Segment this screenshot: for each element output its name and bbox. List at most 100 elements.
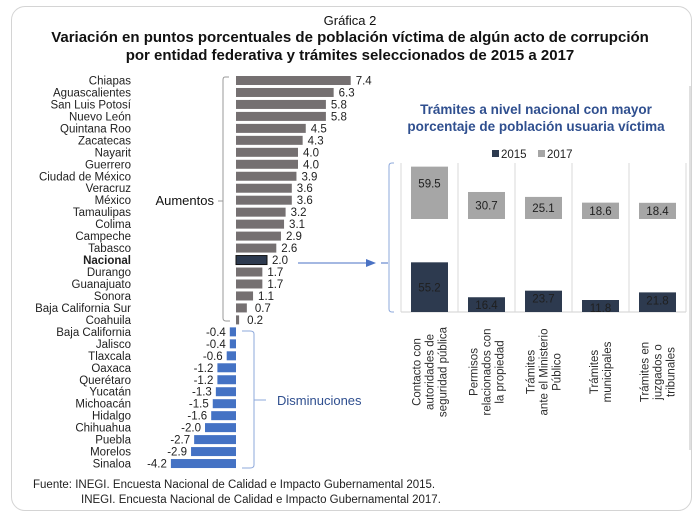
state-bar [236,291,254,301]
right-chart-title-line2: porcentaje de población usuaria víctima [407,119,665,134]
state-bar [236,111,326,121]
increases-label: Aumentos [155,193,214,208]
state-value-label: 3.6 [297,183,313,195]
state-bar [205,423,236,433]
state-bar [236,135,303,145]
nacional-bar [235,255,268,266]
bar-2017-value: 18.4 [646,206,669,218]
state-bar [217,375,236,385]
bar-2015-value: 11.8 [590,303,612,315]
category-label: municipales [602,341,614,402]
legend-swatch-2015 [492,150,499,157]
state-value-label: 1.7 [267,267,283,279]
bar-2015-value: 55.2 [418,282,440,294]
state-bar [236,171,297,181]
category-label: Trámites [526,350,538,395]
source-line-2: INEGI. Encuesta Nacional de Calidad e Im… [81,494,441,506]
category-label: la propiedad [495,340,507,403]
state-bar [236,243,277,253]
state-bar [236,207,286,217]
category-label: autoridades de [425,334,437,410]
category-label: Contacto con [412,338,424,406]
state-value-label: -1.3 [192,387,212,399]
state-label: Puebla [95,435,131,447]
chart-subtitle: Gráfica 2 [323,13,377,28]
state-bar [236,219,285,229]
state-label: Coahuila [86,315,132,327]
state-label: Veracruz [86,183,132,195]
chart-title-line2: por entidad federativa y trámites selecc… [125,47,575,64]
state-value-label: 1.7 [267,279,283,291]
state-bar [236,303,247,313]
category-label: tribunales [666,347,678,397]
state-bars [170,76,351,469]
bar-2015 [411,262,448,312]
bar-2015 [639,292,676,312]
state-bar [217,363,236,373]
state-label: Michoacán [75,399,131,411]
state-label: Nuevo León [69,111,131,123]
state-label: Jalisco [96,339,131,351]
bar-2015 [582,300,619,312]
state-value-label: 4.5 [311,123,327,135]
state-label: Aguascalientes [53,87,131,99]
bar-2017 [639,202,676,219]
bar-2017-value: 59.5 [418,179,440,191]
state-value-label: -0.4 [206,327,226,339]
state-value-label: -2.0 [181,423,201,435]
category-label: ante el Ministerio [539,329,551,416]
state-label: Ciudad de México [39,171,131,183]
state-label: Campeche [75,231,131,243]
nacional-arrow-head [366,259,376,267]
nacional-label: Nacional [83,255,131,267]
state-bar [194,435,236,445]
state-bar [215,387,236,397]
state-bar [226,351,236,361]
bar-2017 [525,196,562,219]
category-label: relacionados con [482,329,494,416]
state-value-label: 3.6 [297,195,313,207]
right-bars: 59.5 55.2 30.7 16.4 25.1 23.7 18.6 11.8 18.4 21.8 [411,166,676,315]
right-chart-title-line1: Trámites a nivel nacional con mayor [420,102,653,117]
state-bar [236,315,240,325]
legend-swatch-2017 [538,150,545,157]
bar-2017 [468,191,505,219]
state-value-label: -2.7 [170,435,190,447]
bar-2015-value: 23.7 [532,294,554,306]
state-bar [236,159,298,169]
state-value-label: 2.9 [286,231,302,243]
state-value-label: 0.2 [247,315,263,327]
state-bar [236,195,292,205]
category-label: Público [552,353,564,391]
state-value-label: 3.9 [301,171,317,183]
bar-2015-value: 21.8 [646,295,668,307]
category-label: Trámites [589,350,601,395]
state-value-label: -1.5 [189,399,209,411]
state-bar [212,399,236,409]
state-label: Colima [95,219,131,231]
state-label: San Luis Potosí [50,99,131,111]
state-bar [236,123,306,133]
bar-2015-value: 16.4 [475,300,498,312]
state-label: Sinaloa [93,459,132,471]
state-label: México [95,195,131,207]
state-label: Baja California Sur [35,303,131,315]
legend-label-2015: 2015 [501,149,527,161]
source-line-1: Fuente: INEGI. Encuesta Nacional de Cali… [33,479,436,491]
category-label: Trámites en [640,342,652,402]
state-label: Chiapas [89,76,131,88]
state-value-label: 2.0 [272,255,288,267]
state-value-label: 3.2 [291,207,307,219]
state-bar [236,183,292,193]
state-label: Morelos [90,447,131,459]
right-category-labels: Contacto con autoridades de seguridad públ… [412,326,678,417]
state-value-label: 4.0 [303,147,319,159]
state-label: Oaxaca [91,363,131,375]
state-bar [170,459,236,469]
right-plot-bracket [388,162,394,313]
state-value-label: -1.2 [194,363,214,375]
state-value-label: 0.7 [255,303,271,315]
legend: 2015 2017 [492,149,573,161]
state-value-label: 3.1 [289,219,305,231]
